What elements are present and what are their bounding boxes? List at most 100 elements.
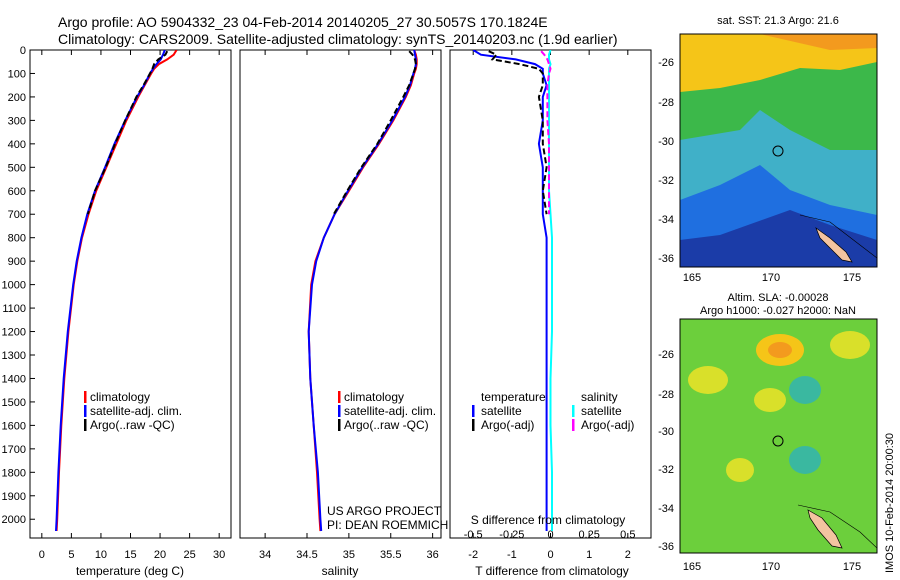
sst-map [680, 34, 877, 267]
low-anomaly [789, 446, 821, 474]
difference-profile-lines [472, 50, 553, 531]
s-tick-label: 0.5 [620, 529, 635, 541]
land-mass [815, 227, 853, 263]
temperature-legend: climatology satellite-adj. clim. Argo(..… [84, 390, 182, 432]
sla-map-x-ticks: 165 170 175 [683, 561, 861, 573]
x-tick-label: 1 [586, 549, 592, 561]
high-anomaly [726, 458, 754, 482]
legend-swatch-argo [84, 419, 87, 431]
salinity-profile-lines [307, 50, 418, 532]
project-annotation: US ARGO PROJECT [327, 504, 442, 518]
temperature-x-axis: 0 5 10 15 20 25 30 [39, 50, 225, 561]
sst-map-y-ticks: -26 -28 -30 -32 -34 -36 [658, 57, 674, 265]
x-tick-label: 30 [213, 549, 225, 561]
depth-tick-label: 500 [8, 162, 26, 174]
sla-map-y-ticks: -26 -28 -30 -32 -34 -36 [658, 349, 674, 553]
sla-map-title: Altim. SLA: -0.00028 [728, 292, 829, 304]
figure-title-line1: Argo profile: AO 5904332_23 04-Feb-2014 … [58, 14, 548, 30]
depth-tick-label: 0 [20, 45, 26, 57]
coastline [797, 504, 877, 549]
legend-swatch-argo [338, 419, 341, 431]
x-tick-label: 36 [427, 549, 439, 561]
x-tick-label: 2 [625, 549, 631, 561]
x-tick-label: 25 [183, 549, 195, 561]
argo-float-marker [772, 435, 784, 447]
tick-label: -36 [658, 253, 674, 265]
s-tick-label: -0.5 [464, 529, 483, 541]
depth-tick-label: 1300 [2, 350, 26, 362]
legend-swatch-climatology [338, 391, 341, 403]
depth-tick-label: 2000 [2, 514, 26, 526]
temperature-profile-lines [55, 50, 178, 532]
high-anomaly-core [768, 342, 792, 358]
legend-satellite: satellite-adj. clim. [344, 404, 436, 418]
high-anomaly [688, 366, 728, 394]
depth-axis: 0 100 200 300 400 500 600 700 800 900 1000 1100 1200… [2, 45, 35, 526]
high-anomaly [754, 388, 786, 412]
tick-label: -32 [658, 464, 674, 476]
legend-argo: Argo(..raw -QC) [344, 418, 429, 432]
legend-swatch-s-argo [572, 419, 575, 431]
x-tick-label: 15 [124, 549, 136, 561]
tick-label: 165 [683, 272, 701, 284]
t-difference-axis-label: T difference from climatology [475, 564, 629, 578]
tick-label: -36 [658, 541, 674, 553]
high-anomaly [830, 331, 870, 359]
tick-label: -32 [658, 175, 674, 187]
legend-temperature-heading: temperature [481, 390, 546, 404]
x-tick-label: 5 [68, 549, 74, 561]
s-tick-label: 0 [547, 529, 553, 541]
depth-tick-label: 700 [8, 209, 26, 221]
temperature-panel-frame [29, 49, 232, 539]
tick-label: 165 [683, 561, 701, 573]
salinity-x-axis: 34 34.5 35 35.5 36 [259, 50, 439, 561]
warmest-water-region [760, 34, 877, 50]
depth-tick-label: 1600 [2, 420, 26, 432]
tick-label: -26 [658, 57, 674, 69]
legend-satellite: satellite-adj. clim. [90, 404, 182, 418]
legend-swatch-climatology [84, 391, 87, 403]
depth-tick-label: 800 [8, 233, 26, 245]
depth-tick-label: 1100 [2, 303, 26, 315]
depth-tick-label: 1700 [2, 444, 26, 456]
sla-map [680, 319, 877, 553]
tick-label: -34 [658, 503, 674, 515]
legend-t-argo: Argo(-adj) [481, 418, 534, 432]
tick-label: -30 [658, 426, 674, 438]
depth-tick-label: 1800 [2, 467, 26, 479]
tick-label: -34 [658, 214, 674, 226]
sla-map-frame [679, 318, 878, 554]
s-tick-label: -0.25 [499, 529, 524, 541]
difference-panel-frame [449, 49, 652, 539]
sst-map-title: sat. SST: 21.3 Argo: 21.6 [717, 15, 839, 27]
legend-swatch-t-argo [472, 419, 475, 431]
legend-climatology: climatology [344, 390, 404, 404]
tick-label: -30 [658, 136, 674, 148]
sst-map-frame [679, 33, 878, 268]
difference-legend: temperature satellite Argo(-adj) salinit… [472, 390, 634, 432]
x-tick-label: -1 [507, 549, 517, 561]
depth-tick-label: 1500 [2, 397, 26, 409]
series-line [472, 50, 548, 531]
legend-swatch-s-satellite [572, 405, 575, 417]
s-difference-x-axis: -0.5 -0.25 0 0.25 0.5 [464, 529, 636, 541]
depth-tick-label: 400 [8, 139, 26, 151]
depth-tick-label: 900 [8, 256, 26, 268]
depth-tick-label: 1900 [2, 491, 26, 503]
legend-salinity-heading: salinity [581, 390, 618, 404]
coastline [799, 214, 877, 259]
series-line [488, 50, 548, 215]
depth-tick-label: 1400 [2, 373, 26, 385]
tick-label: 175 [843, 561, 861, 573]
legend-s-argo: Argo(-adj) [581, 418, 634, 432]
sst-map-x-ticks: 165 170 175 [683, 272, 861, 284]
legend-swatch-satellite [338, 405, 341, 417]
legend-argo: Argo(..raw -QC) [90, 418, 175, 432]
salinity-axis-label: salinity [322, 564, 359, 578]
tick-label: 170 [762, 561, 780, 573]
x-tick-label: 10 [95, 549, 107, 561]
x-tick-label: 34.5 [296, 549, 317, 561]
tick-label: 175 [843, 272, 861, 284]
legend-climatology: climatology [90, 390, 150, 404]
